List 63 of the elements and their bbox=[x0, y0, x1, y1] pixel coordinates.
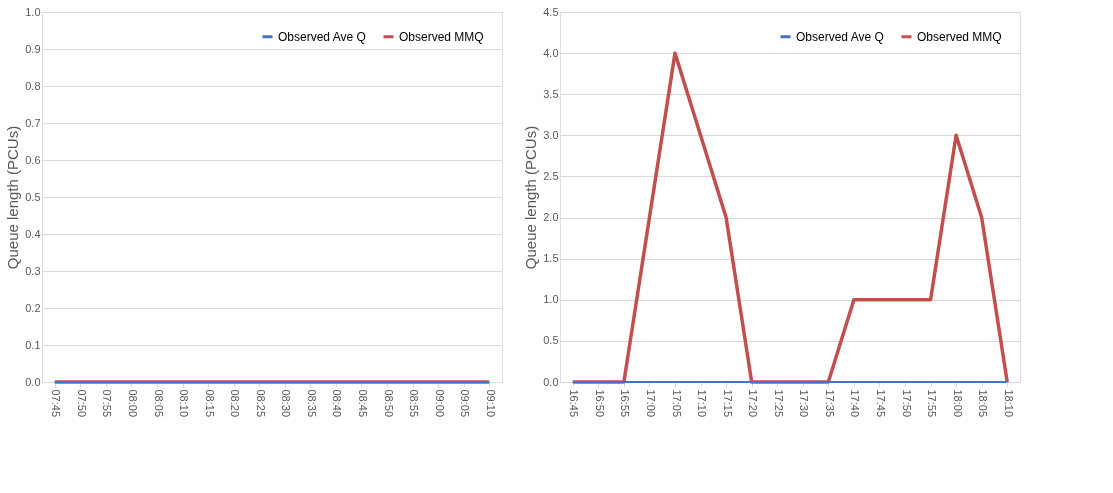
y-tick-label: 2.5 bbox=[543, 169, 559, 182]
y-tick-label: 0.1 bbox=[25, 338, 41, 351]
x-tick-label: 17:40 bbox=[849, 389, 862, 418]
y-tick-label: 0.0 bbox=[25, 375, 41, 388]
y-tick-label: 0.2 bbox=[25, 301, 41, 314]
y-tick-label: 0.0 bbox=[543, 375, 559, 388]
x-tick-label: 08:10 bbox=[178, 389, 191, 418]
y-tick-label: 3.5 bbox=[543, 87, 559, 100]
x-tick-label: 17:35 bbox=[823, 389, 836, 418]
x-tick-label: 16:45 bbox=[568, 389, 581, 418]
x-tick-label: 08:30 bbox=[280, 389, 293, 418]
y-tick-label: 1.0 bbox=[25, 5, 41, 18]
x-tick-label: 08:40 bbox=[331, 389, 344, 418]
y-tick-label: 0.8 bbox=[25, 79, 41, 92]
y-axis-title: Queue length (PCUs) bbox=[522, 125, 540, 270]
x-tick-label: 18:10 bbox=[1002, 389, 1015, 418]
legend-label: Observed Ave Q bbox=[796, 29, 884, 44]
x-tick-label: 17:20 bbox=[747, 389, 760, 418]
x-tick-label: 07:55 bbox=[101, 389, 114, 418]
x-tick-label: 17:05 bbox=[670, 389, 683, 418]
x-tick-label: 16:50 bbox=[593, 389, 606, 418]
x-tick-label: 08:25 bbox=[254, 389, 267, 418]
x-tick-label: 17:50 bbox=[900, 389, 913, 418]
x-tick-label: 17:45 bbox=[874, 389, 887, 418]
y-tick-label: 1.0 bbox=[543, 293, 559, 306]
y-axis-title: Queue length (PCUs) bbox=[4, 125, 22, 270]
x-tick-label: 17:10 bbox=[696, 389, 709, 418]
y-tick-label: 0.3 bbox=[25, 264, 41, 277]
x-tick-label: 17:00 bbox=[644, 389, 657, 418]
x-tick-label: 08:50 bbox=[382, 389, 395, 418]
y-tick-label: 0.9 bbox=[25, 42, 41, 55]
x-tick-label: 08:45 bbox=[356, 389, 369, 418]
y-tick-label: 1.5 bbox=[543, 252, 559, 265]
x-tick-label: 17:15 bbox=[721, 389, 734, 418]
x-tick-label: 17:25 bbox=[772, 389, 785, 418]
y-tick-label: 2.0 bbox=[543, 211, 559, 224]
x-tick-label: 07:45 bbox=[50, 389, 63, 418]
x-tick-label: 08:35 bbox=[305, 389, 318, 418]
y-tick-label: 0.7 bbox=[25, 116, 41, 129]
y-tick-label: 0.5 bbox=[25, 190, 41, 203]
x-tick-label: 08:15 bbox=[203, 389, 216, 418]
legend-label: Observed Ave Q bbox=[278, 29, 366, 44]
x-tick-label: 18:05 bbox=[977, 389, 990, 418]
x-tick-label: 16:55 bbox=[619, 389, 632, 418]
y-tick-label: 4.0 bbox=[543, 46, 559, 59]
x-tick-label: 17:55 bbox=[926, 389, 939, 418]
legend-label: Observed MMQ bbox=[399, 29, 484, 44]
x-tick-label: 09:10 bbox=[484, 389, 497, 418]
y-tick-label: 0.5 bbox=[543, 334, 559, 347]
y-tick-label: 4.5 bbox=[543, 5, 559, 18]
x-tick-label: 07:50 bbox=[75, 389, 88, 418]
x-tick-label: 08:05 bbox=[152, 389, 165, 418]
x-tick-label: 08:55 bbox=[408, 389, 421, 418]
x-tick-label: 08:20 bbox=[229, 389, 242, 418]
y-tick-label: 0.4 bbox=[25, 227, 41, 240]
x-tick-label: 17:30 bbox=[798, 389, 811, 418]
y-tick-label: 0.6 bbox=[25, 153, 41, 166]
y-tick-label: 3.0 bbox=[543, 128, 559, 141]
x-tick-label: 18:00 bbox=[951, 389, 964, 418]
x-tick-label: 08:00 bbox=[126, 389, 139, 418]
legend-label: Observed MMQ bbox=[917, 29, 1002, 44]
x-tick-label: 09:00 bbox=[433, 389, 446, 418]
x-tick-label: 09:05 bbox=[459, 389, 472, 418]
